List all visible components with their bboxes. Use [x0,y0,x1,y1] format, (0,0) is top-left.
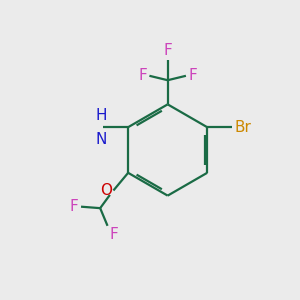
Text: Br: Br [235,120,251,135]
Text: F: F [163,43,172,58]
Text: F: F [110,227,118,242]
Text: F: F [70,199,79,214]
Text: N: N [96,132,107,147]
Text: F: F [188,68,197,83]
Text: F: F [138,68,147,83]
Text: H: H [96,108,107,123]
Text: O: O [100,183,112,198]
